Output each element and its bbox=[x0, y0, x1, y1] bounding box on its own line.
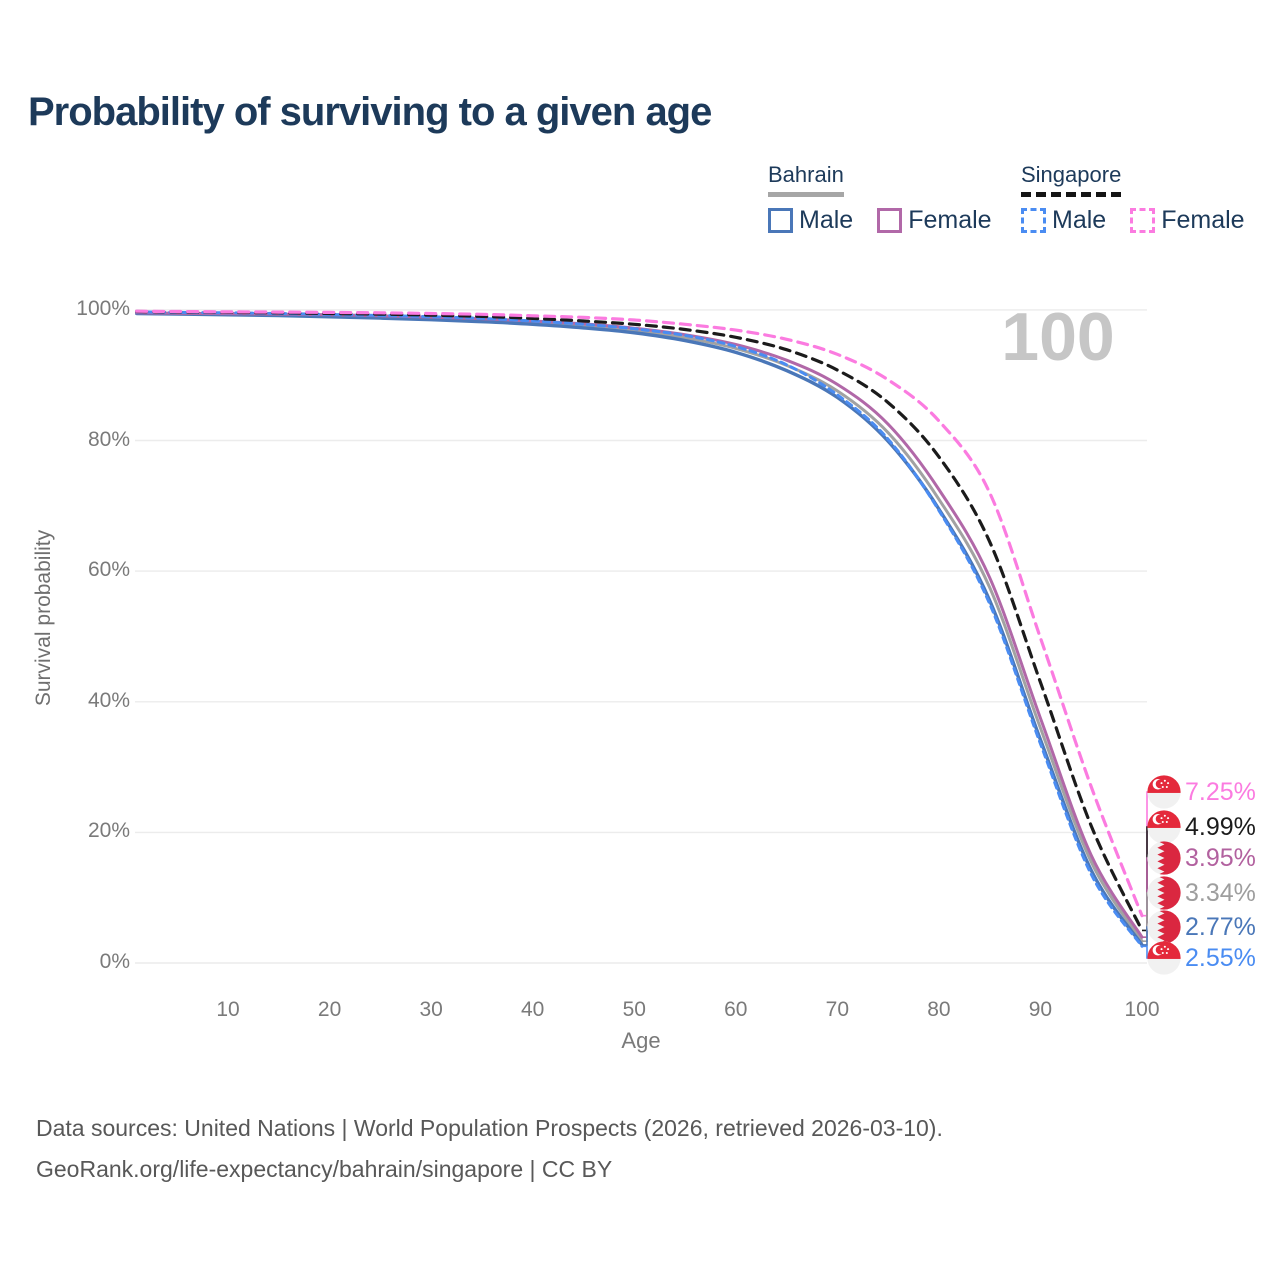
bahrain-female-swatch-icon bbox=[877, 208, 903, 233]
singapore-flag-icon bbox=[1147, 775, 1181, 809]
y-tick-label: 0% bbox=[99, 950, 130, 973]
x-tick-label: 10 bbox=[216, 998, 240, 1021]
x-tick-label: 60 bbox=[724, 998, 748, 1021]
legend-label: Female bbox=[908, 206, 992, 234]
footer: Data sources: United Nations | World Pop… bbox=[36, 1108, 943, 1190]
y-tick-label: 40% bbox=[87, 688, 130, 712]
y-tick-label: 20% bbox=[87, 819, 130, 843]
legend-header-bahrain[interactable]: Bahrain bbox=[768, 162, 844, 197]
legend-row-singapore: Male Female bbox=[1021, 206, 1263, 235]
legend-label: Female bbox=[1161, 206, 1245, 234]
singapore-male-swatch-icon bbox=[1021, 208, 1046, 233]
legend-header-singapore[interactable]: Singapore bbox=[1021, 162, 1122, 197]
y-tick-label: 100% bbox=[76, 296, 130, 320]
end-label-277[interactable]: 2.77% bbox=[1147, 909, 1256, 945]
end-label-255[interactable]: 2.55% bbox=[1147, 940, 1256, 976]
end-label-value: 4.99% bbox=[1185, 812, 1256, 841]
y-tick-label: 60% bbox=[87, 558, 130, 582]
x-tick-label: 20 bbox=[317, 998, 342, 1021]
bahrain-flag-icon bbox=[1147, 910, 1181, 944]
bahrain-male-swatch-icon bbox=[768, 208, 793, 233]
end-label-value: 2.77% bbox=[1185, 912, 1256, 941]
legend-label: Male bbox=[799, 206, 854, 234]
singapore-female-swatch-icon bbox=[1130, 208, 1156, 233]
series-line-bahrain-female[interactable] bbox=[135, 311, 1144, 939]
legend-group-singapore: Singapore Male Female bbox=[1021, 162, 1263, 235]
end-label-725[interactable]: 7.25% bbox=[1147, 774, 1256, 810]
end-label-334[interactable]: 3.34% bbox=[1147, 875, 1256, 911]
legend-item-bahrain-male[interactable]: Male bbox=[768, 206, 853, 235]
legend-item-bahrain-female[interactable]: Female bbox=[877, 206, 992, 235]
series-line-singapore-male[interactable] bbox=[135, 310, 1144, 948]
end-label-499[interactable]: 4.99% bbox=[1147, 809, 1256, 845]
y-tick-label: 80% bbox=[87, 427, 130, 451]
footer-attribution-line: GeoRank.org/life-expectancy/bahrain/sing… bbox=[36, 1156, 613, 1182]
legend-label: Male bbox=[1052, 206, 1107, 234]
page-title: Probability of surviving to a given age bbox=[28, 90, 712, 134]
end-label-value: 3.34% bbox=[1185, 878, 1256, 907]
x-tick-label: 40 bbox=[521, 998, 545, 1021]
footer-sources-line: Data sources: United Nations | World Pop… bbox=[36, 1115, 943, 1141]
y-axis-title: Survival probability bbox=[32, 529, 55, 707]
series-line-singapore-both[interactable] bbox=[135, 309, 1144, 932]
singapore-flag-icon bbox=[1147, 941, 1181, 975]
legend-item-singapore-male[interactable]: Male bbox=[1021, 206, 1106, 235]
x-tick-label: 30 bbox=[419, 998, 443, 1021]
end-label-value: 2.55% bbox=[1185, 943, 1256, 972]
series-line-singapore-female[interactable] bbox=[135, 309, 1144, 918]
x-tick-label: 80 bbox=[927, 998, 951, 1021]
series-line-bahrain-male[interactable] bbox=[135, 311, 1144, 947]
end-label-395[interactable]: 3.95% bbox=[1147, 840, 1256, 876]
x-tick-label: 70 bbox=[825, 998, 850, 1021]
singapore-flag-icon bbox=[1147, 810, 1181, 844]
legend-item-singapore-female[interactable]: Female bbox=[1130, 206, 1245, 235]
x-tick-label: 50 bbox=[622, 998, 646, 1021]
legend-group-bahrain: Bahrain Male Female bbox=[768, 162, 1010, 235]
x-tick-label: 100 bbox=[1124, 998, 1160, 1021]
x-axis-title: Age bbox=[621, 1028, 661, 1053]
bahrain-flag-icon bbox=[1147, 876, 1181, 910]
end-label-value: 3.95% bbox=[1185, 843, 1256, 872]
bahrain-flag-icon bbox=[1147, 841, 1181, 875]
end-label-value: 7.25% bbox=[1185, 777, 1256, 806]
series-line-bahrain-both[interactable] bbox=[135, 311, 1144, 943]
legend-row-bahrain: Male Female bbox=[768, 206, 1010, 235]
x-tick-label: 90 bbox=[1028, 998, 1053, 1021]
